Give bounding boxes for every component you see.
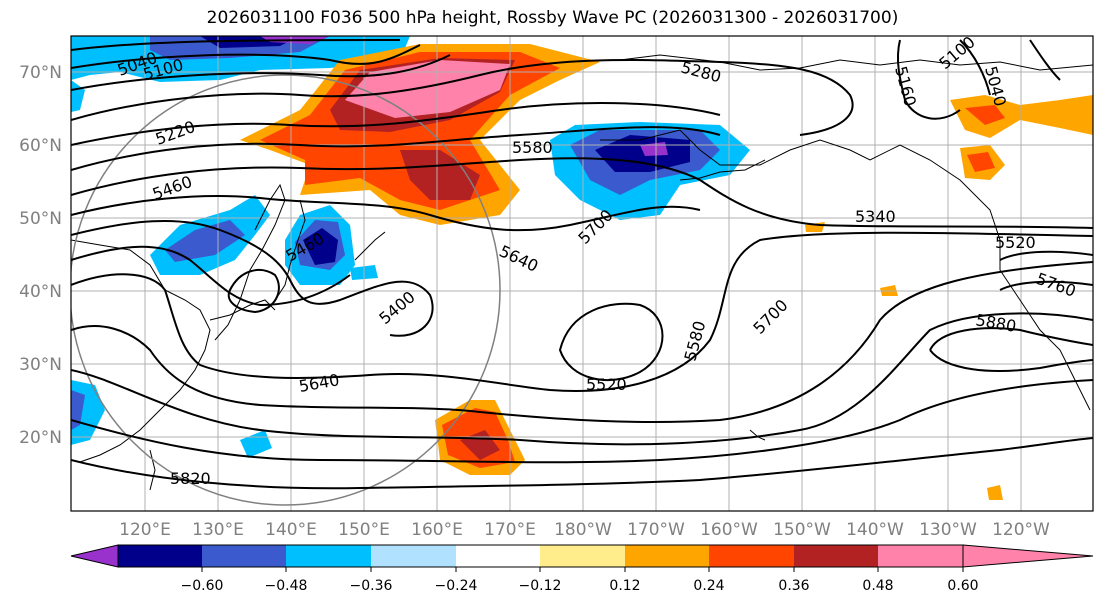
- lon-label: 180°W: [554, 520, 612, 540]
- colorbar-tick-label: −0.24: [435, 578, 478, 594]
- colorbar-extend-left: [70, 544, 119, 568]
- positive-anomaly-region: [400, 150, 480, 200]
- colorbar-segment: [540, 545, 625, 567]
- colorbar-tick-label: −0.48: [265, 578, 308, 594]
- colorbar-extend-right: [962, 544, 1094, 568]
- lon-label: 160°W: [700, 520, 758, 540]
- lat-label: 50°N: [19, 209, 62, 229]
- map-frame: [70, 35, 1094, 512]
- latitude-axis: 70°N 60°N 50°N 40°N 30°N 20°N: [19, 63, 62, 448]
- lat-label: 60°N: [19, 136, 62, 156]
- colorbar-segment: [794, 545, 878, 567]
- lon-label: 160°E: [411, 520, 463, 540]
- colorbar-segment: [456, 545, 540, 567]
- contour-label: 5820: [170, 469, 211, 488]
- colorbar-segment: [371, 545, 456, 567]
- positive-anomaly-region: [967, 152, 995, 172]
- great-circle-ring: [71, 74, 501, 506]
- lon-label: 130°W: [919, 520, 977, 540]
- contour-label: 5520: [586, 375, 627, 394]
- negative-anomaly-region: [165, 220, 245, 262]
- contour-label: 5340: [855, 207, 896, 226]
- colorbar-segment: [709, 545, 794, 567]
- lon-label: 140°E: [265, 520, 317, 540]
- colorbar-segment: [286, 545, 371, 567]
- height-contours: [71, 39, 1093, 490]
- colorbar-tick-label: 0.36: [778, 578, 809, 594]
- lat-label: 20°N: [19, 428, 62, 448]
- map-panel: [71, 36, 1093, 511]
- positive-anomaly-region: [965, 105, 1005, 125]
- colorbar-tick-label: 0.48: [862, 578, 893, 594]
- lon-label: 120°W: [992, 520, 1050, 540]
- colorbar-tick-label: −0.36: [350, 578, 393, 594]
- lon-label: 170°W: [627, 520, 685, 540]
- contour-label: 5580: [512, 138, 553, 157]
- lon-label: 150°E: [338, 520, 390, 540]
- colorbar-tick-label: −0.12: [519, 578, 562, 594]
- lat-label: 70°N: [19, 63, 62, 83]
- map-title: 2026031100 F036 500 hPa height, Rossby W…: [206, 8, 899, 28]
- positive-anomaly-region: [987, 485, 1003, 500]
- contour-label: 5520: [995, 233, 1036, 252]
- colorbar-tick-label: 0.60: [947, 578, 978, 594]
- lon-label: 170°E: [484, 520, 536, 540]
- lon-label: 150°W: [773, 520, 831, 540]
- negative-anomaly-region: [303, 228, 338, 265]
- colorbar-segment: [625, 545, 709, 567]
- negative-anomaly-region: [595, 135, 690, 172]
- lat-label: 30°N: [19, 355, 62, 375]
- lon-label: 140°W: [846, 520, 904, 540]
- colorbar-segment: [202, 545, 286, 567]
- lon-label: 130°E: [192, 520, 244, 540]
- lat-label: 40°N: [19, 282, 62, 302]
- lon-label: 120°E: [119, 520, 171, 540]
- colorbar-segment: [878, 545, 963, 567]
- colorbar: −0.60 −0.48 −0.36 −0.24 −0.12 0.12 0.24 …: [70, 544, 1094, 594]
- colorbar-tick-label: −0.60: [181, 578, 224, 594]
- colorbar-tick-label: 0.12: [609, 578, 640, 594]
- colorbar-tick-label: 0.24: [693, 578, 724, 594]
- longitude-axis: 120°E 130°E 140°E 150°E 160°E 170°E 180°…: [119, 520, 1050, 540]
- colorbar-segment: [118, 545, 202, 567]
- coastlines: [71, 54, 1093, 491]
